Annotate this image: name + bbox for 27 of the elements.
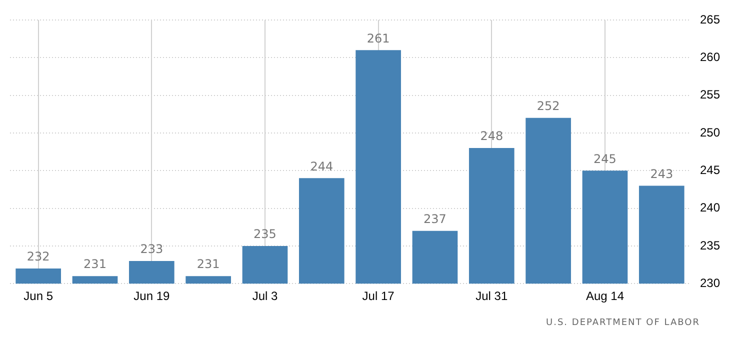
y-tick-label: 245 xyxy=(700,162,720,177)
x-tick-label: Jul 31 xyxy=(476,289,508,304)
y-tick-label: 265 xyxy=(700,12,720,26)
data-label: 235 xyxy=(254,227,276,242)
data-label: 233 xyxy=(140,242,164,256)
x-tick-label: Jun 19 xyxy=(134,289,170,304)
y-tick-label: 235 xyxy=(700,238,720,252)
data-label: 232 xyxy=(26,250,50,264)
y-tick-label: 260 xyxy=(700,50,720,64)
data-label: 244 xyxy=(310,159,334,174)
x-tick-label: Jun 5 xyxy=(24,289,54,304)
y-tick-label: 240 xyxy=(700,200,720,215)
data-label: 237 xyxy=(424,212,446,226)
data-label: 243 xyxy=(650,166,674,181)
data-label: 231 xyxy=(196,257,220,272)
x-tick-label: Jul 17 xyxy=(362,289,395,304)
data-label: 231 xyxy=(84,257,106,272)
y-tick-label: 230 xyxy=(700,276,720,290)
data-label: 245 xyxy=(594,152,616,166)
data-label: 252 xyxy=(536,99,560,114)
data-label: 248 xyxy=(480,129,504,144)
y-tick-label: 250 xyxy=(700,125,720,140)
x-tick-label: Jul 3 xyxy=(252,289,278,304)
text: U.S. DEPARTMENT OF LABOR xyxy=(546,318,700,328)
x-tick-label: Aug 14 xyxy=(586,289,624,304)
y-tick-label: 255 xyxy=(700,88,720,102)
data-label: 261 xyxy=(366,31,390,46)
